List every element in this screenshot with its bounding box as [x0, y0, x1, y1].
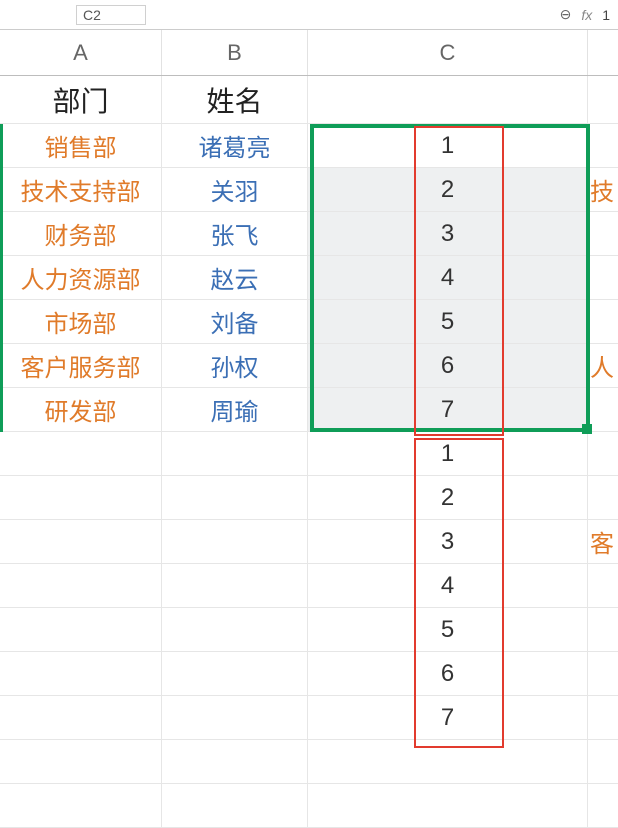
cell-empty[interactable] — [162, 476, 308, 520]
cell-empty[interactable] — [0, 696, 162, 740]
table-row: 人力资源部 赵云 4 — [0, 256, 618, 300]
cell-name[interactable]: 关羽 — [162, 168, 308, 212]
cell-name[interactable]: 刘备 — [162, 300, 308, 344]
formula-value[interactable]: 1 — [602, 7, 610, 23]
cell-empty[interactable] — [162, 740, 308, 784]
cell-c[interactable]: 2 — [308, 168, 588, 212]
cell-right-overflow — [588, 124, 618, 168]
cell-c[interactable]: 3 — [308, 520, 588, 564]
cell-c[interactable]: 3 — [308, 212, 588, 256]
zoom-out-icon[interactable]: ⊖ — [560, 6, 572, 23]
cell-empty[interactable] — [0, 432, 162, 476]
cell-c[interactable]: 4 — [308, 256, 588, 300]
cell-empty[interactable] — [0, 784, 162, 828]
table-row: 销售部 诸葛亮 1 — [0, 124, 618, 168]
table-row: 7 — [0, 696, 618, 740]
column-headers: A B C — [0, 30, 618, 76]
table-row: 市场部 刘备 5 — [0, 300, 618, 344]
fx-icon[interactable]: fx — [581, 7, 592, 23]
grid[interactable]: 部门 姓名 销售部 诸葛亮 1 技术支持部 关羽 2 技 财务部 张飞 3 人力… — [0, 76, 618, 828]
cell-empty[interactable] — [162, 696, 308, 740]
col-header-b[interactable]: B — [162, 30, 308, 75]
cell-empty[interactable] — [162, 432, 308, 476]
cell-empty[interactable] — [162, 784, 308, 828]
cell-right-overflow — [588, 608, 618, 652]
cell-c[interactable]: 2 — [308, 476, 588, 520]
cell-c[interactable]: 6 — [308, 652, 588, 696]
cell-dept[interactable]: 技术支持部 — [0, 168, 162, 212]
cell-right-overflow — [588, 696, 618, 740]
cell-dept[interactable]: 财务部 — [0, 212, 162, 256]
cell-right-overflow — [588, 388, 618, 432]
cell-name[interactable]: 孙权 — [162, 344, 308, 388]
cell-right-overflow: 技 — [588, 168, 618, 212]
cell-name[interactable]: 张飞 — [162, 212, 308, 256]
cell-empty[interactable] — [0, 740, 162, 784]
cell-empty[interactable] — [162, 564, 308, 608]
table-row: 4 — [0, 564, 618, 608]
cell-right-overflow — [588, 256, 618, 300]
table-row: 客户服务部 孙权 6 人 — [0, 344, 618, 388]
table-row: 6 — [0, 652, 618, 696]
header-c-blank[interactable] — [308, 76, 588, 124]
cell-right-overflow — [588, 476, 618, 520]
cell-empty[interactable] — [308, 784, 588, 828]
cell-empty[interactable] — [0, 564, 162, 608]
cell-empty[interactable] — [162, 652, 308, 696]
cell-name[interactable]: 赵云 — [162, 256, 308, 300]
cell-c[interactable]: 5 — [308, 300, 588, 344]
header-dept: 部门 — [0, 76, 162, 124]
table-row: 技术支持部 关羽 2 技 — [0, 168, 618, 212]
formula-bar: C2 ⊖ fx 1 — [0, 0, 618, 30]
cell-c[interactable]: 4 — [308, 564, 588, 608]
cell-empty — [588, 740, 618, 784]
cell-empty[interactable] — [162, 608, 308, 652]
spreadsheet[interactable]: A B C 部门 姓名 销售部 诸葛亮 1 技术支持部 关羽 2 技 财务部 张… — [0, 30, 618, 828]
cell-c[interactable]: 5 — [308, 608, 588, 652]
table-row: 1 — [0, 432, 618, 476]
header-d-blank — [588, 76, 618, 124]
cell-right-overflow — [588, 212, 618, 256]
table-header-row: 部门 姓名 — [0, 76, 618, 124]
table-row: 3 客 — [0, 520, 618, 564]
table-row: 2 — [0, 476, 618, 520]
table-row — [0, 740, 618, 784]
cell-dept[interactable]: 人力资源部 — [0, 256, 162, 300]
cell-right-overflow — [588, 564, 618, 608]
cell-name[interactable]: 周瑜 — [162, 388, 308, 432]
cell-empty[interactable] — [0, 652, 162, 696]
table-row: 5 — [0, 608, 618, 652]
cell-right-overflow — [588, 432, 618, 476]
table-row: 财务部 张飞 3 — [0, 212, 618, 256]
col-header-a[interactable]: A — [0, 30, 162, 75]
cell-empty[interactable] — [0, 520, 162, 564]
cell-empty[interactable] — [162, 520, 308, 564]
cell-dept[interactable]: 客户服务部 — [0, 344, 162, 388]
table-row: 研发部 周瑜 7 — [0, 388, 618, 432]
cell-c[interactable]: 1 — [308, 124, 588, 168]
table-row — [0, 784, 618, 828]
cell-c[interactable]: 1 — [308, 432, 588, 476]
cell-empty[interactable] — [308, 740, 588, 784]
header-name: 姓名 — [162, 76, 308, 124]
cell-c[interactable]: 6 — [308, 344, 588, 388]
selection-left-edge — [0, 124, 3, 432]
cell-dept[interactable]: 销售部 — [0, 124, 162, 168]
cell-dept[interactable]: 研发部 — [0, 388, 162, 432]
cell-right-overflow: 客 — [588, 520, 618, 564]
cell-right-overflow: 人 — [588, 344, 618, 388]
cell-empty[interactable] — [0, 608, 162, 652]
cell-empty — [588, 784, 618, 828]
cell-c[interactable]: 7 — [308, 388, 588, 432]
namebox[interactable]: C2 — [76, 5, 146, 25]
cell-empty[interactable] — [0, 476, 162, 520]
cell-c[interactable]: 7 — [308, 696, 588, 740]
cell-right-overflow — [588, 652, 618, 696]
cell-name[interactable]: 诸葛亮 — [162, 124, 308, 168]
col-header-c[interactable]: C — [308, 30, 588, 75]
cell-right-overflow — [588, 300, 618, 344]
cell-dept[interactable]: 市场部 — [0, 300, 162, 344]
